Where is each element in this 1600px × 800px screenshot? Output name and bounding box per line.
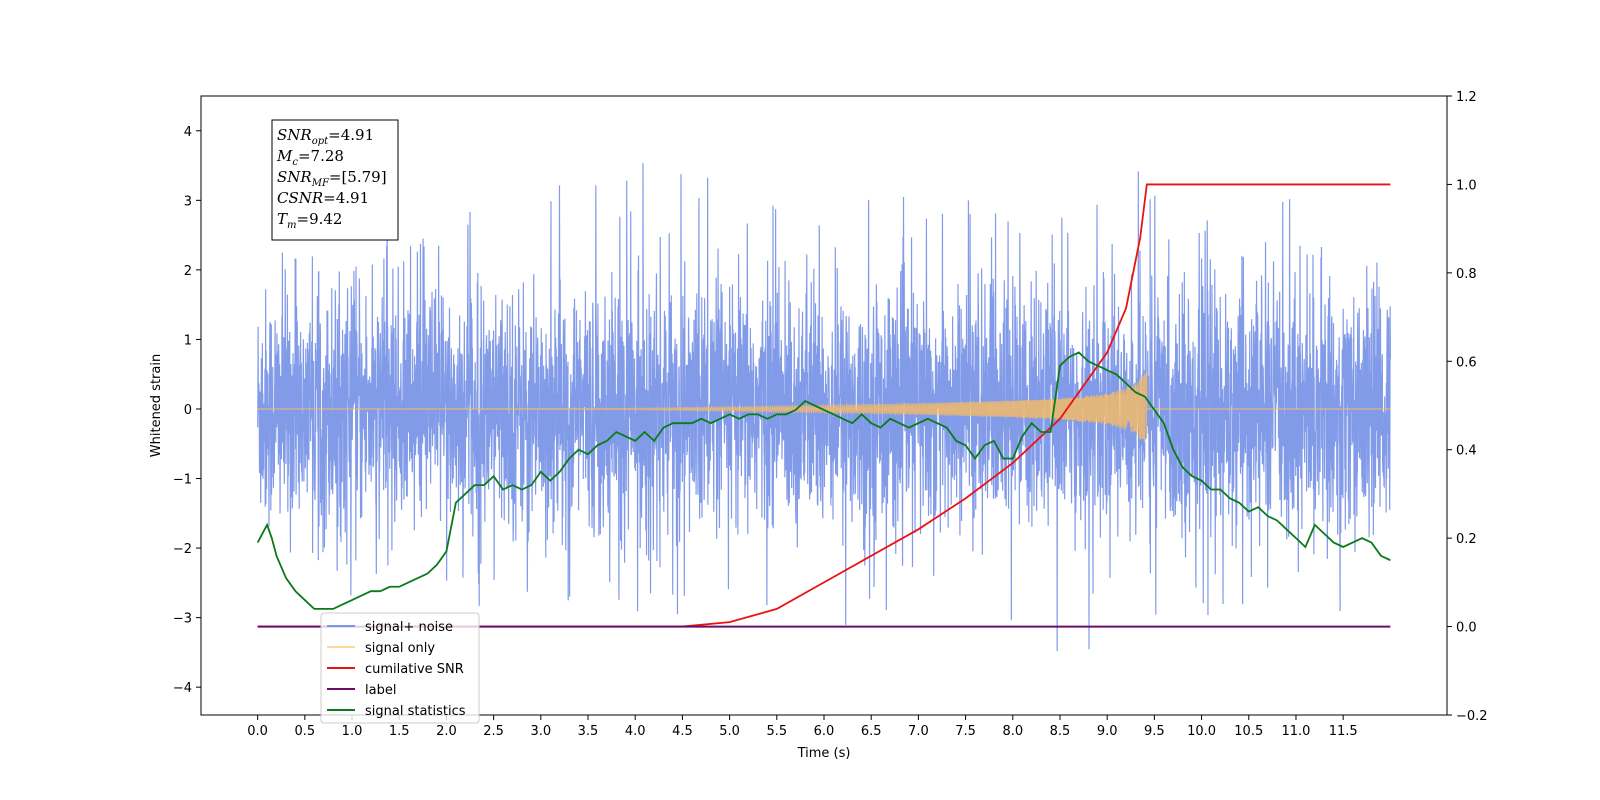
annotation-line: Tm=9.42 — [277, 210, 342, 231]
x-tick-label: 3.0 — [530, 724, 551, 739]
y-right-tick-label: 0.2 — [1456, 532, 1477, 547]
legend-label: signal only — [365, 641, 435, 656]
x-tick-label: 5.5 — [766, 724, 787, 739]
x-tick-label: 3.5 — [578, 724, 599, 739]
y-tick-label: 3 — [184, 194, 192, 209]
x-tick-label: 9.0 — [1097, 724, 1118, 739]
x-tick-label: 0.5 — [294, 724, 315, 739]
x-tick-label: 5.0 — [719, 724, 740, 739]
legend-label: signal+ noise — [365, 620, 453, 635]
y-right-tick-label: −0.2 — [1456, 709, 1488, 724]
x-tick-label: 6.0 — [814, 724, 835, 739]
x-tick-label: 4.5 — [672, 724, 693, 739]
legend-label: signal statistics — [365, 704, 466, 719]
y-tick-label: 2 — [184, 264, 192, 279]
x-tick-label: 8.5 — [1050, 724, 1071, 739]
y-right-tick-label: 1.2 — [1456, 90, 1477, 105]
x-tick-label: 7.5 — [955, 724, 976, 739]
x-tick-label: 10.5 — [1234, 724, 1263, 739]
x-tick-label: 9.5 — [1144, 724, 1165, 739]
annotation-line: SNRMF=[5.79] — [277, 168, 387, 189]
y-axis-label: Whitened strain — [149, 354, 164, 457]
annotation-line: Mc=7.28 — [276, 147, 344, 168]
legend-label: label — [365, 683, 396, 698]
x-axis-label: Time (s) — [797, 746, 851, 761]
x-tick-label: 2.5 — [483, 724, 504, 739]
annotation-box — [271, 119, 399, 241]
x-tick-label: 7.0 — [908, 724, 929, 739]
x-tick-label: 6.5 — [861, 724, 882, 739]
x-tick-label: 11.5 — [1329, 724, 1358, 739]
series-signal-statistics — [256, 351, 1391, 610]
x-tick-label: 2.0 — [436, 724, 457, 739]
y-tick-label: −2 — [173, 542, 192, 557]
y-tick-label: −4 — [173, 681, 192, 696]
series-signal-noise — [257, 163, 1391, 651]
x-tick-label: 10.0 — [1187, 724, 1216, 739]
legend-box — [320, 612, 480, 724]
y-right-tick-label: 0.0 — [1456, 621, 1477, 636]
y-tick-label: 0 — [184, 403, 192, 418]
y-tick-label: 1 — [184, 333, 192, 348]
x-tick-label: 8.0 — [1002, 724, 1023, 739]
legend-label: cumilative SNR — [365, 662, 464, 677]
y-tick-label: −3 — [173, 612, 192, 627]
y-right-tick-label: 1.0 — [1456, 178, 1477, 193]
y-tick-label: −1 — [173, 473, 192, 488]
series-cumilative-snr — [257, 183, 1391, 628]
y-right-tick-label: 0.8 — [1456, 267, 1477, 282]
x-tick-label: 1.5 — [389, 724, 410, 739]
y-right-tick-label: 0.4 — [1456, 444, 1477, 459]
annotation-line: CSNR=4.91 — [277, 189, 369, 207]
x-tick-label: 1.0 — [342, 724, 363, 739]
annotation-line: SNRopt=4.91 — [277, 126, 374, 147]
x-tick-label: 0.0 — [247, 724, 268, 739]
y-right-tick-label: 0.6 — [1456, 355, 1477, 370]
x-tick-label: 11.0 — [1281, 724, 1310, 739]
y-tick-label: 4 — [184, 125, 192, 140]
x-tick-label: 4.0 — [625, 724, 646, 739]
